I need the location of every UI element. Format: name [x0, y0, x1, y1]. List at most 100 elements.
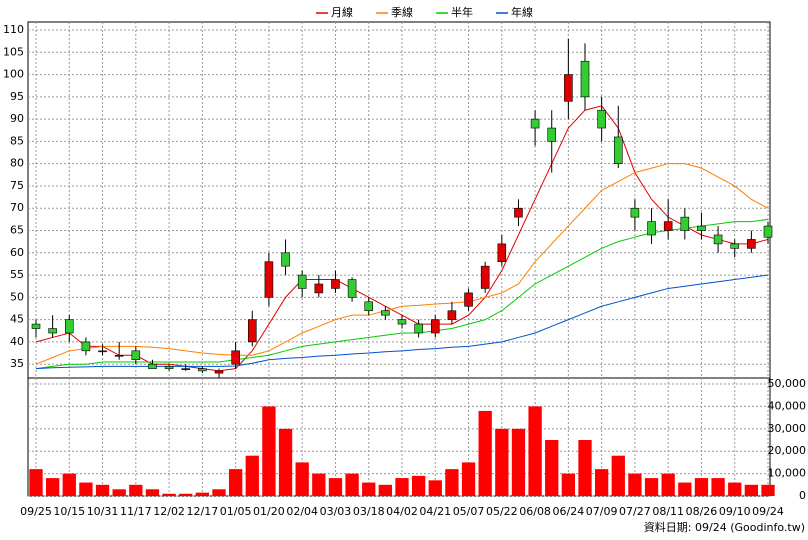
- candle-body: [98, 350, 107, 353]
- volume-bar: [195, 492, 210, 496]
- volume-bar: [112, 489, 126, 496]
- volume-bar: [312, 473, 326, 496]
- candle-body: [148, 363, 157, 369]
- candle-body: [697, 225, 706, 231]
- candle-body: [447, 310, 457, 320]
- volume-bar: [528, 406, 542, 496]
- y2-tick-label: 50,000: [768, 377, 807, 390]
- legend-label: 月線: [331, 5, 353, 19]
- candle-body: [730, 243, 740, 249]
- volume-bar: [611, 455, 625, 496]
- candle-body: [747, 239, 756, 249]
- candle-body: [713, 234, 723, 245]
- candle-body: [647, 221, 656, 236]
- y-tick-label: 100: [3, 68, 24, 81]
- y-tick-label: 90: [10, 112, 24, 125]
- volume-bar: [162, 493, 176, 496]
- x-tick-label: 09/10: [719, 505, 751, 518]
- x-tick-label: 09/24: [752, 505, 784, 518]
- candle-body: [264, 261, 274, 298]
- x-tick-label: 03/03: [320, 505, 352, 518]
- y2-tick-label: 20,000: [768, 444, 807, 457]
- volume-bar: [495, 428, 509, 496]
- x-tick-label: 06/08: [519, 505, 551, 518]
- y-tick-label: 70: [10, 201, 24, 214]
- volume-bar: [744, 484, 759, 496]
- candle-body: [297, 274, 307, 289]
- volume-bar: [245, 455, 259, 496]
- y-tick-label: 80: [10, 157, 24, 170]
- candle-body: [430, 319, 440, 334]
- volume-bar: [179, 493, 193, 496]
- y-tick-label: 105: [3, 45, 24, 58]
- candle-body: [663, 221, 673, 231]
- candle-body: [613, 136, 623, 164]
- x-tick-label: 09/25: [20, 505, 52, 518]
- volume-bar: [295, 462, 309, 496]
- candle-body: [514, 207, 523, 218]
- x-tick-label: 05/07: [453, 505, 485, 518]
- candle-body: [48, 328, 57, 334]
- candle-body: [564, 74, 573, 102]
- volume-bar: [395, 478, 409, 496]
- volume-bar: [29, 469, 43, 496]
- candle-body: [414, 323, 423, 334]
- plot-frame: [27, 21, 771, 497]
- candle-body: [281, 252, 290, 267]
- y-tick-label: 60: [10, 246, 24, 259]
- volume-bar: [628, 473, 642, 496]
- x-tick-label: 04/21: [419, 505, 451, 518]
- volume-bar: [461, 462, 476, 496]
- volume-bar: [545, 440, 559, 496]
- candle-body: [597, 109, 606, 129]
- x-tick-label: 08/26: [686, 505, 718, 518]
- volume-bar: [79, 482, 93, 496]
- volume-bar: [145, 489, 160, 496]
- legend-label: 半年: [451, 5, 473, 19]
- x-tick-label: 02/04: [286, 505, 318, 518]
- volume-bar: [278, 428, 293, 496]
- candle-body: [164, 366, 174, 369]
- candle-body: [198, 368, 207, 372]
- candle-body: [630, 207, 640, 218]
- footer: 資料日期: 09/24 (Goodinfo.tw): [644, 520, 805, 534]
- legend-label: 年線: [511, 5, 533, 19]
- volume-bar: [212, 489, 226, 496]
- candle-body: [114, 354, 124, 357]
- y-tick-label: 45: [10, 313, 24, 326]
- volume-bar: [728, 482, 742, 496]
- volume-bar: [428, 480, 442, 496]
- candle-body: [131, 350, 141, 361]
- y2-tick-label: 0: [799, 489, 806, 502]
- volume-bar: [711, 478, 725, 496]
- y-tick-label: 75: [10, 179, 24, 192]
- candle-body: [247, 319, 257, 343]
- x-tick-label: 06/24: [553, 505, 585, 518]
- x-tick-label: 01/20: [253, 505, 285, 518]
- x-tick-label: 04/02: [386, 505, 418, 518]
- candle-body: [497, 243, 507, 263]
- x-tick-label: 10/31: [87, 505, 119, 518]
- y-tick-label: 95: [10, 90, 24, 103]
- x-tick-label: 01/05: [220, 505, 252, 518]
- volume-bar: [511, 428, 526, 496]
- x-tick-label: 11/17: [120, 505, 152, 518]
- candle-body: [214, 370, 224, 374]
- candle-body: [464, 292, 473, 307]
- volume-bar: [95, 484, 110, 496]
- volume-bar: [445, 469, 459, 496]
- x-tick-label: 12/17: [187, 505, 219, 518]
- candle-body: [31, 323, 41, 329]
- ma-line: [35, 105, 769, 372]
- volume-bar: [362, 482, 376, 496]
- legend-label: 季線: [391, 5, 413, 19]
- volume-bar: [345, 473, 359, 496]
- x-tick-label: 12/02: [153, 505, 185, 518]
- y-tick-label: 55: [10, 268, 24, 281]
- y-tick-label: 110: [3, 23, 24, 36]
- volume-bar: [644, 478, 659, 496]
- volume-bar: [62, 473, 76, 496]
- volume-bar: [661, 473, 675, 496]
- candle-body: [680, 216, 690, 231]
